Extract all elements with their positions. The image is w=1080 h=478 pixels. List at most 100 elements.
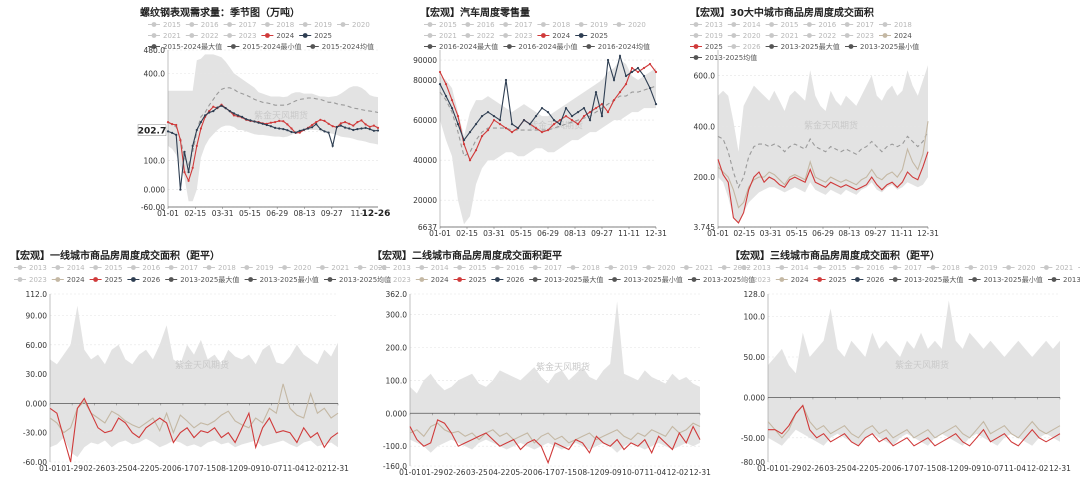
legend-item-2013[interactable]: 2013 bbox=[738, 264, 771, 272]
legend-item-2014[interactable]: 2014 bbox=[775, 264, 809, 272]
legend[interactable]: 2013201420152016201720182019202020212022… bbox=[14, 264, 391, 284]
legend-item-2021[interactable]: 2021 bbox=[424, 32, 457, 40]
legend-item-2015-2024最大值[interactable]: 2015-2024最大值 bbox=[148, 42, 222, 51]
legend-item-2018[interactable]: 2018 bbox=[203, 264, 236, 272]
y-tick-label: 6637 bbox=[418, 223, 437, 232]
legend[interactable]: 2013201420152016201720182019202020212022… bbox=[378, 264, 755, 284]
legend-item-2019[interactable]: 2019 bbox=[604, 264, 638, 272]
legend-item-2023[interactable]: 2023 bbox=[14, 276, 47, 284]
legend-item-2016[interactable]: 2016 bbox=[851, 264, 885, 272]
legend-item-2016[interactable]: 2016 bbox=[185, 21, 219, 29]
legend[interactable]: 2015 2016 2017 2018 2019 2020 2021 2022 2023 2024… bbox=[424, 21, 650, 51]
legend-item-2018[interactable]: 2018 bbox=[567, 264, 600, 272]
legend-item-2021[interactable]: 2021 bbox=[1040, 264, 1073, 272]
legend-item-2016-2024最大值[interactable]: 2016-2024最大值 bbox=[424, 42, 498, 51]
legend-item-2025[interactable]: 2025 bbox=[575, 32, 608, 40]
legend-item-2026[interactable]: 2026 bbox=[727, 43, 761, 51]
legend-item-2023[interactable]: 2023 bbox=[223, 32, 257, 40]
legend-item-2017[interactable]: 2017 bbox=[529, 264, 562, 272]
legend-item-2020[interactable]: 2020 bbox=[1002, 264, 1036, 272]
legend-item-2021[interactable]: 2021 bbox=[316, 264, 349, 272]
legend-item-2023[interactable]: 2023 bbox=[378, 276, 411, 284]
legend-item-2016[interactable]: 2016 bbox=[127, 264, 161, 272]
legend-item-2013-2025均值[interactable]: 2013-2025均值 bbox=[688, 275, 755, 284]
legend-item-2019[interactable]: 2019 bbox=[240, 264, 274, 272]
legend-item-2020[interactable]: 2020 bbox=[278, 264, 312, 272]
legend-item-2017[interactable]: 2017 bbox=[841, 21, 874, 29]
legend-item-2013-2025最小值[interactable]: 2013-2025最小值 bbox=[608, 275, 683, 284]
legend-item-2018[interactable]: 2018 bbox=[261, 21, 294, 29]
legend-item-2020[interactable]: 2020 bbox=[727, 32, 761, 40]
legend-item-2020[interactable]: 2020 bbox=[642, 264, 676, 272]
legend-item-2018[interactable]: 2018 bbox=[879, 21, 912, 29]
legend-item-2014[interactable]: 2014 bbox=[415, 264, 449, 272]
legend-item-2016[interactable]: 2016 bbox=[491, 264, 525, 272]
legend-item-2017[interactable]: 2017 bbox=[889, 264, 922, 272]
legend-item-2013-2025均值[interactable]: 2013-2025均值 bbox=[324, 275, 391, 284]
legend-item-2025[interactable]: 2025 bbox=[813, 276, 847, 284]
legend-item-2016-2024最小值[interactable]: 2016-2024最小值 bbox=[503, 42, 578, 51]
legend-item-2016-2024均值[interactable]: 2016-2024均值 bbox=[582, 42, 650, 51]
legend-item-2021[interactable]: 2021 bbox=[148, 32, 181, 40]
legend-item-2015[interactable]: 2015 bbox=[89, 264, 123, 272]
legend-item-2016[interactable]: 2016 bbox=[803, 21, 837, 29]
legend-item-2013[interactable]: 2013 bbox=[14, 264, 47, 272]
legend-item-2022[interactable]: 2022 bbox=[185, 32, 219, 40]
legend-item-2017[interactable]: 2017 bbox=[165, 264, 198, 272]
legend-item-2018[interactable]: 2018 bbox=[927, 264, 960, 272]
legend-item-2026[interactable]: 2026 bbox=[851, 276, 885, 284]
legend-item-2023[interactable]: 2023 bbox=[841, 32, 874, 40]
legend-item-2018[interactable]: 2018 bbox=[537, 21, 570, 29]
legend-item-2014[interactable]: 2014 bbox=[51, 264, 85, 272]
legend-item-2026[interactable]: 2026 bbox=[491, 276, 525, 284]
legend-item-2013[interactable]: 2013 bbox=[690, 21, 723, 29]
legend-item-2024[interactable]: 2024 bbox=[775, 276, 809, 284]
legend-item-2013-2025最大值[interactable]: 2013-2025最大值 bbox=[889, 275, 963, 284]
legend-item-2017[interactable]: 2017 bbox=[499, 21, 533, 29]
legend-item-2021[interactable]: 2021 bbox=[680, 264, 713, 272]
legend-item-2015-2024均值[interactable]: 2015-2024均值 bbox=[306, 42, 374, 51]
legend[interactable]: 2013 2014 2015 2016 2017 2018 2019 2020 2021 2022… bbox=[690, 21, 919, 62]
legend-item-2015[interactable]: 2015 bbox=[813, 264, 847, 272]
legend-item-2017[interactable]: 2017 bbox=[223, 21, 257, 29]
legend-item-2015[interactable]: 2015 bbox=[148, 21, 181, 29]
legend-item-2015-2024最小值[interactable]: 2015-2024最小值 bbox=[227, 42, 302, 51]
legend-item-2020[interactable]: 2020 bbox=[337, 21, 370, 29]
legend[interactable]: 2015 2016 2017 2018 2019 2020 2021 2022 2023 2024… bbox=[148, 21, 374, 51]
legend-item-2015[interactable]: 2015 bbox=[765, 21, 799, 29]
legend-item-2016[interactable]: 2016 bbox=[461, 21, 495, 29]
legend-item-2025[interactable]: 2025 bbox=[690, 43, 723, 51]
legend-item-2024[interactable]: 2024 bbox=[261, 32, 295, 40]
legend-item-2025[interactable]: 2025 bbox=[453, 276, 487, 284]
legend-item-2021[interactable]: 2021 bbox=[765, 32, 799, 40]
legend-item-2015[interactable]: 2015 bbox=[453, 264, 487, 272]
legend-item-2013[interactable]: 2013 bbox=[378, 264, 411, 272]
legend-item-2025[interactable]: 2025 bbox=[89, 276, 123, 284]
legend-item-2013-2025最大值[interactable]: 2013-2025最大值 bbox=[165, 275, 239, 284]
legend-item-2013-2025最大值[interactable]: 2013-2025最大值 bbox=[529, 275, 603, 284]
legend-item-2023[interactable]: 2023 bbox=[499, 32, 533, 40]
legend-item-2024[interactable]: 2024 bbox=[51, 276, 85, 284]
legend-item-2013-2025最小值[interactable]: 2013-2025最小值 bbox=[845, 42, 919, 51]
legend-item-2019[interactable]: 2019 bbox=[690, 32, 723, 40]
legend-item-2013-2025最小值[interactable]: 2013-2025最小值 bbox=[244, 275, 319, 284]
legend-item-2013-2025最大值[interactable]: 2013-2025最大值 bbox=[765, 42, 840, 51]
legend-item-2013-2025最小值[interactable]: 2013-2025最小值 bbox=[968, 275, 1043, 284]
legend-item-2019[interactable]: 2019 bbox=[299, 21, 332, 29]
legend-item-2026[interactable]: 2026 bbox=[127, 276, 161, 284]
legend-item-2024[interactable]: 2024 bbox=[879, 32, 912, 40]
legend[interactable]: 2013201420152016201720182019202020212022… bbox=[738, 264, 1080, 284]
legend-item-2015[interactable]: 2015 bbox=[424, 21, 457, 29]
legend-item-2019[interactable]: 2019 bbox=[964, 264, 998, 272]
legend-item-2024[interactable]: 2024 bbox=[415, 276, 449, 284]
legend-item-2019[interactable]: 2019 bbox=[575, 21, 608, 29]
legend-item-2024[interactable]: 2024 bbox=[537, 32, 571, 40]
legend-item-2013-2025均值[interactable]: 2013-2025均值 bbox=[690, 53, 757, 62]
legend-item-2022[interactable]: 2022 bbox=[461, 32, 495, 40]
legend-item-2014[interactable]: 2014 bbox=[727, 21, 761, 29]
legend-item-2020[interactable]: 2020 bbox=[613, 21, 646, 29]
legend-item-2025[interactable]: 2025 bbox=[299, 32, 332, 40]
legend-item-2013-2025均值[interactable]: 2013-2025均值 bbox=[1048, 275, 1080, 284]
legend-item-2022[interactable]: 2022 bbox=[803, 32, 836, 40]
legend-item-2023[interactable]: 2023 bbox=[738, 276, 771, 284]
